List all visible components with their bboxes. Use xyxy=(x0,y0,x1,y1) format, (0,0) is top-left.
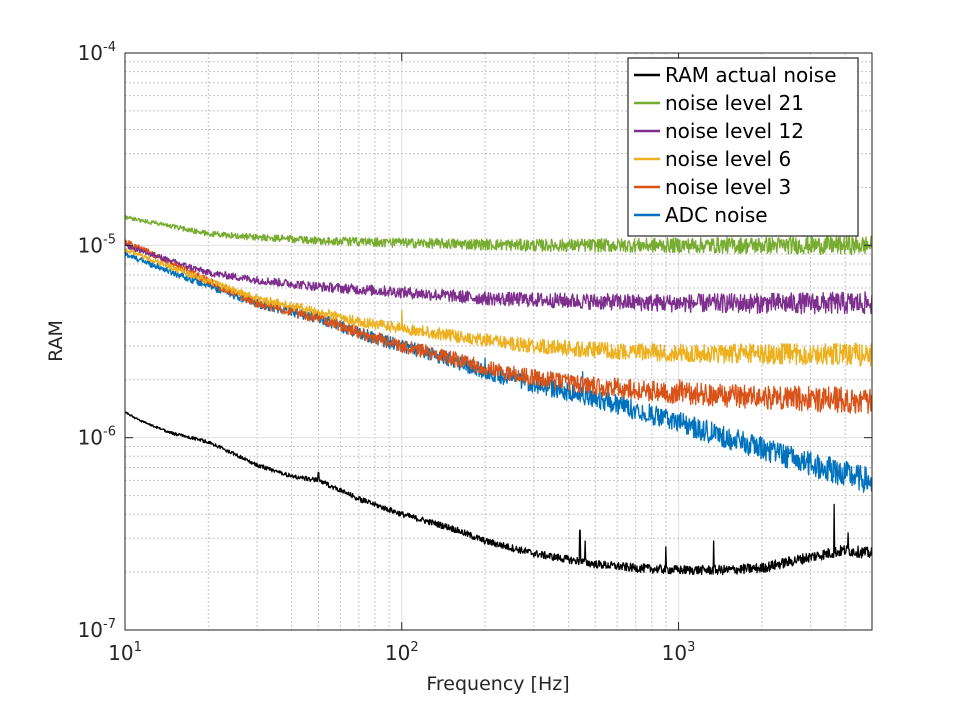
legend-label-noise-level-12: noise level 12 xyxy=(665,119,804,143)
x-axis-label: Frequency [Hz] xyxy=(426,673,569,695)
x-tick-labels: 101 102 103 xyxy=(108,640,695,665)
x-tick-label: 103 xyxy=(662,640,696,665)
series-line-noise-level-6 xyxy=(124,248,873,367)
y-tick-label: 10-6 xyxy=(78,425,116,450)
series-line-noise-level-3 xyxy=(124,239,873,414)
series-line-ram-actual-noise xyxy=(124,411,873,576)
grid xyxy=(124,52,873,631)
series-layer xyxy=(124,215,873,576)
x-tick-label: 102 xyxy=(385,640,419,665)
axes-frame xyxy=(124,52,873,631)
series-line-noise-level-21 xyxy=(124,215,873,256)
legend-box xyxy=(627,57,859,237)
x-tick-label: 101 xyxy=(108,640,142,665)
y-axis-label: RAM xyxy=(45,320,67,362)
y-tick-label: 10-7 xyxy=(78,617,116,642)
legend-label-noise-level-3: noise level 3 xyxy=(665,175,791,199)
y-tick-label: 10-4 xyxy=(78,40,116,65)
legend-label-noise-level-21: noise level 21 xyxy=(665,91,804,115)
y-tick-labels: 10-7 10-6 10-5 10-4 xyxy=(78,40,116,642)
legend-label-adc-noise: ADC noise xyxy=(665,203,768,227)
axes-border xyxy=(124,52,873,631)
legend-label-ram-actual-noise: RAM actual noise xyxy=(665,63,837,87)
y-tick-label: 10-5 xyxy=(78,232,116,257)
legend: RAM actual noise noise level 21 noise leve… xyxy=(627,57,859,237)
legend-label-noise-level-6: noise level 6 xyxy=(665,147,791,171)
series-line-noise-level-12 xyxy=(124,243,873,315)
